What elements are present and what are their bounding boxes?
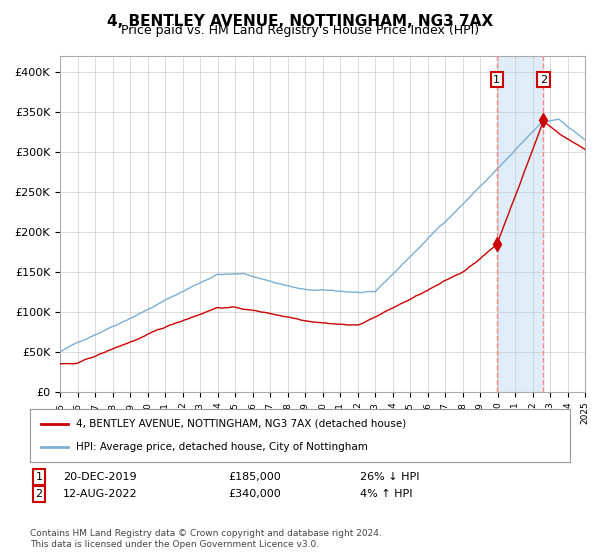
Text: £185,000: £185,000 bbox=[228, 472, 281, 482]
Text: 20-DEC-2019: 20-DEC-2019 bbox=[63, 472, 137, 482]
Text: 26% ↓ HPI: 26% ↓ HPI bbox=[360, 472, 419, 482]
Text: 4, BENTLEY AVENUE, NOTTINGHAM, NG3 7AX (detached house): 4, BENTLEY AVENUE, NOTTINGHAM, NG3 7AX (… bbox=[76, 419, 406, 429]
Text: £340,000: £340,000 bbox=[228, 489, 281, 499]
Text: HPI: Average price, detached house, City of Nottingham: HPI: Average price, detached house, City… bbox=[76, 442, 368, 452]
Text: 1: 1 bbox=[493, 74, 500, 85]
Bar bbox=[497, 56, 544, 392]
Text: 4, BENTLEY AVENUE, NOTTINGHAM, NG3 7AX: 4, BENTLEY AVENUE, NOTTINGHAM, NG3 7AX bbox=[107, 14, 493, 29]
Text: 12-AUG-2022: 12-AUG-2022 bbox=[63, 489, 137, 499]
Text: Contains HM Land Registry data © Crown copyright and database right 2024.
This d: Contains HM Land Registry data © Crown c… bbox=[30, 529, 382, 549]
Text: Price paid vs. HM Land Registry's House Price Index (HPI): Price paid vs. HM Land Registry's House … bbox=[121, 24, 479, 37]
Text: 1: 1 bbox=[35, 472, 43, 482]
Text: 2: 2 bbox=[540, 74, 547, 85]
Text: 2: 2 bbox=[35, 489, 43, 499]
Text: 4% ↑ HPI: 4% ↑ HPI bbox=[360, 489, 413, 499]
